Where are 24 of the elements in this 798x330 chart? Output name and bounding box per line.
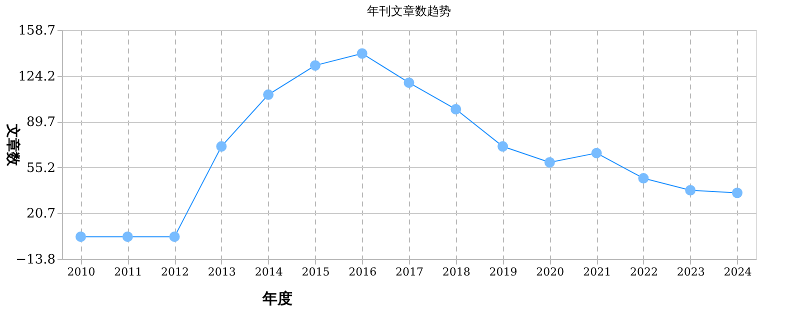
y-tick-label: 20.7 <box>26 206 56 222</box>
x-tick-label: 2011 <box>114 266 142 278</box>
x-axis-title: 年度 <box>262 290 292 308</box>
x-tick-label: 2016 <box>348 266 377 278</box>
x-tick-label: 2015 <box>302 266 330 278</box>
x-tick-label: 2013 <box>208 266 236 278</box>
x-tick-label: 2018 <box>442 266 470 278</box>
x-tick-label: 2020 <box>536 266 564 278</box>
y-tick-label: 124.2 <box>18 69 56 84</box>
chart-title: 年刊文章数趋势 <box>367 4 451 18</box>
x-tick-label: 2010 <box>67 266 96 278</box>
x-tick-label: 2012 <box>161 266 190 278</box>
x-tick-label: 2024 <box>724 266 752 278</box>
x-tick-label: 2014 <box>254 266 283 278</box>
x-tick-label: 2019 <box>489 266 518 278</box>
x-tick-label: 2023 <box>676 266 705 278</box>
x-tick-label: 2021 <box>583 266 612 278</box>
y-axis-title: 文章数 <box>4 123 22 167</box>
y-tick-label: 158.7 <box>18 24 56 38</box>
y-tick-label: −13.8 <box>16 252 56 268</box>
y-tick-label: 55.2 <box>26 160 56 176</box>
x-tick-label: 2022 <box>630 266 658 278</box>
x-tick-label: 2017 <box>396 266 424 278</box>
y-tick-label: 89.7 <box>26 115 56 130</box>
